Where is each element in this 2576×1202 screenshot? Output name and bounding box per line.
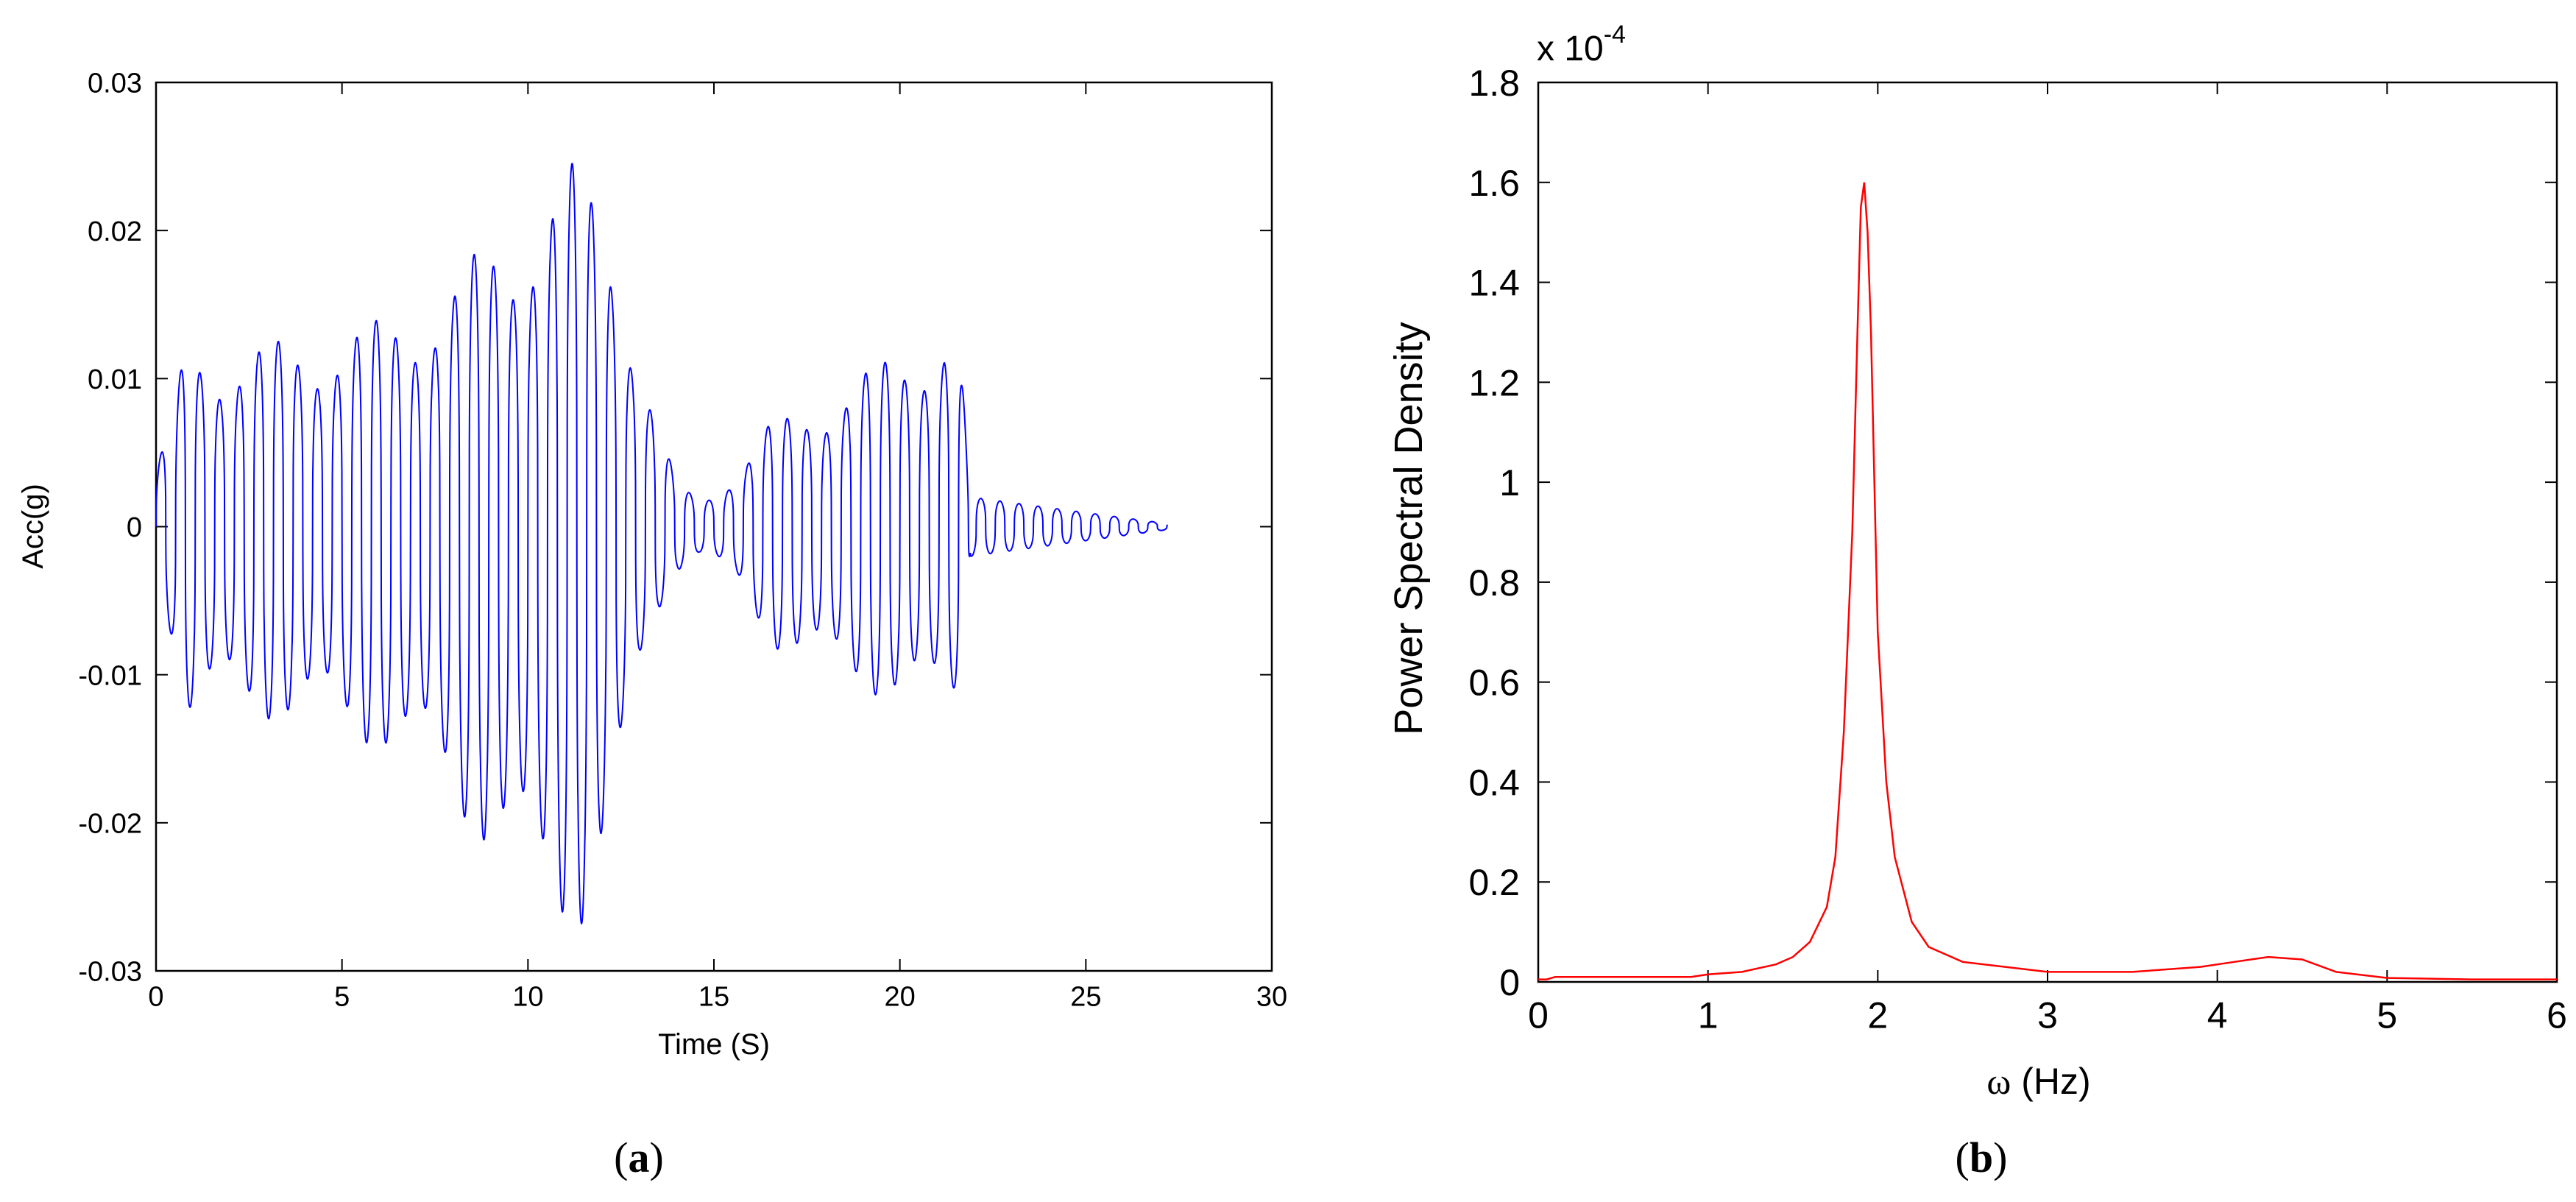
b-x-tick-label: 3 [2037, 995, 2058, 1036]
axis-multiplier-exponent: -4 [1604, 21, 1626, 49]
omega-symbol: ω [1986, 1061, 2011, 1102]
acceleration-chart: 0 5 10 15 20 25 30 -0.03 -0.02 -0.01 0 0.01 0.02 0.03… [17, 68, 1287, 1181]
x-axis-unit-b: (Hz) [2011, 1061, 2090, 1102]
plot-frame-b [1537, 81, 2558, 983]
b-y-tick-label: 1.6 [1468, 163, 1520, 204]
b-y-tick-label: 0.2 [1468, 862, 1520, 903]
b-y-tick-label: 0.4 [1468, 762, 1520, 803]
b-y-tick-label: 1 [1499, 462, 1520, 503]
panel-caption-b-letter: b [1970, 1134, 1993, 1181]
b-x-tick-label: 6 [2547, 995, 2567, 1036]
x-axis-label-b: ω (Hz) [1986, 1061, 2090, 1102]
b-x-tick-label: 2 [1867, 995, 1888, 1036]
b-x-tick-label: 4 [2207, 995, 2228, 1036]
b-y-tick-label: 0 [1499, 962, 1520, 1003]
a-y-tick-label: -0.03 [78, 957, 142, 988]
axis-ticks-b: 0 1 2 3 4 5 6 0 0.2 0.4 0.6 0.8 1 1.2 1.4 1.6 1.8 [1468, 63, 2566, 1036]
panel-caption-b: (b) [1956, 1134, 2008, 1181]
a-y-tick-label: 0.03 [88, 68, 142, 99]
a-x-tick-label: 20 [885, 982, 916, 1013]
y-axis-label-b: Power Spectral Density [1387, 322, 1431, 735]
b-y-tick-label: 1.4 [1468, 263, 1520, 304]
b-y-tick-label: 0.6 [1468, 662, 1520, 704]
psd-series-line [1538, 182, 2557, 980]
a-x-tick-label: 10 [512, 982, 543, 1013]
acceleration-series-line [155, 162, 1169, 925]
a-x-tick-label: 15 [698, 982, 729, 1013]
a-y-tick-label: 0.02 [88, 216, 142, 247]
panel-caption-a: (a) [614, 1134, 664, 1181]
a-x-tick-label: 5 [334, 982, 350, 1013]
a-y-tick-label: 0.01 [88, 364, 142, 395]
axis-multiplier: x 10-4 [1537, 21, 1626, 68]
b-y-tick-label: 1.8 [1468, 63, 1520, 104]
a-y-tick-label: -0.01 [78, 660, 142, 691]
a-y-tick-label: 0 [127, 512, 142, 543]
a-x-tick-label: 25 [1070, 982, 1101, 1013]
axis-multiplier-base: x 10 [1537, 29, 1604, 68]
a-x-tick-label: 0 [148, 982, 163, 1013]
power-spectral-density-chart: 0 1 2 3 4 5 6 0 0.2 0.4 0.6 0.8 1 1.2 1.4 1.6 1.8 ω (Hz)… [1387, 21, 2567, 1181]
b-x-tick-label: 1 [1698, 995, 1719, 1036]
y-axis-label-a: Acc(g) [17, 484, 49, 569]
b-x-tick-label: 5 [2377, 995, 2397, 1036]
b-y-tick-label: 1.2 [1468, 362, 1520, 403]
b-x-tick-label: 0 [1528, 995, 1549, 1036]
a-y-tick-label: -0.02 [78, 809, 142, 840]
x-axis-label-a: Time (S) [658, 1028, 770, 1061]
b-y-tick-label: 0.8 [1468, 562, 1520, 604]
panel-caption-a-letter: a [629, 1134, 650, 1181]
axis-ticks-a: 0 5 10 15 20 25 30 -0.03 -0.02 -0.01 0 0.01 0.02 0.03 [78, 68, 1287, 1013]
a-x-tick-label: 30 [1256, 982, 1287, 1013]
